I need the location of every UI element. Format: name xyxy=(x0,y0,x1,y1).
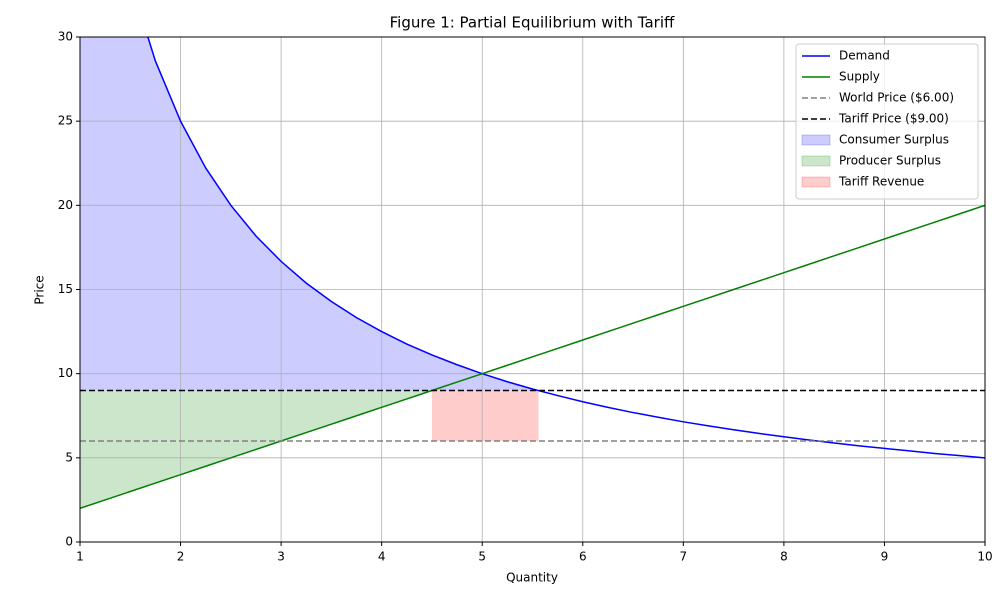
x-tick-label: 1 xyxy=(76,550,84,564)
legend-label: Consumer Surplus xyxy=(839,133,949,147)
x-axis-label: Quantity xyxy=(506,571,558,585)
x-tick-label: 10 xyxy=(977,550,992,564)
y-tick-label: 25 xyxy=(58,114,73,128)
legend-label: Producer Surplus xyxy=(839,154,941,168)
x-tick-label: 3 xyxy=(277,550,285,564)
chart-title: Figure 1: Partial Equilibrium with Tarif… xyxy=(390,14,675,32)
y-tick-label: 30 xyxy=(58,30,73,44)
line-series xyxy=(147,37,985,459)
x-tick-label: 4 xyxy=(378,550,386,564)
x-tick-label: 7 xyxy=(680,550,688,564)
y-tick-label: 20 xyxy=(58,198,73,212)
legend-swatch xyxy=(801,134,831,146)
x-tick-label: 9 xyxy=(881,550,889,564)
y-tick-label: 0 xyxy=(65,535,73,549)
legend-swatch xyxy=(801,155,831,167)
legend-label: Tariff Price ($9.00) xyxy=(838,112,949,126)
legend-label: World Price ($6.00) xyxy=(839,91,954,105)
legend-label: Tariff Revenue xyxy=(838,175,924,189)
x-tick-label: 5 xyxy=(478,550,486,564)
fill-area xyxy=(80,37,539,391)
fill-area xyxy=(431,390,539,441)
x-tick-label: 2 xyxy=(177,550,185,564)
legend-label: Demand xyxy=(839,49,890,63)
x-tick-label: 8 xyxy=(780,550,788,564)
y-tick-label: 15 xyxy=(58,282,73,296)
x-tick-label: 6 xyxy=(579,550,587,564)
lines xyxy=(80,37,985,510)
plot-frame xyxy=(79,36,986,543)
y-tick-label: 10 xyxy=(58,366,73,380)
y-tick-label: 5 xyxy=(65,450,73,464)
y-axis-label: Price xyxy=(33,275,47,304)
legend-swatch xyxy=(801,176,831,188)
legend-box xyxy=(795,43,979,200)
legend-label: Supply xyxy=(839,70,880,84)
line-series xyxy=(80,204,985,510)
